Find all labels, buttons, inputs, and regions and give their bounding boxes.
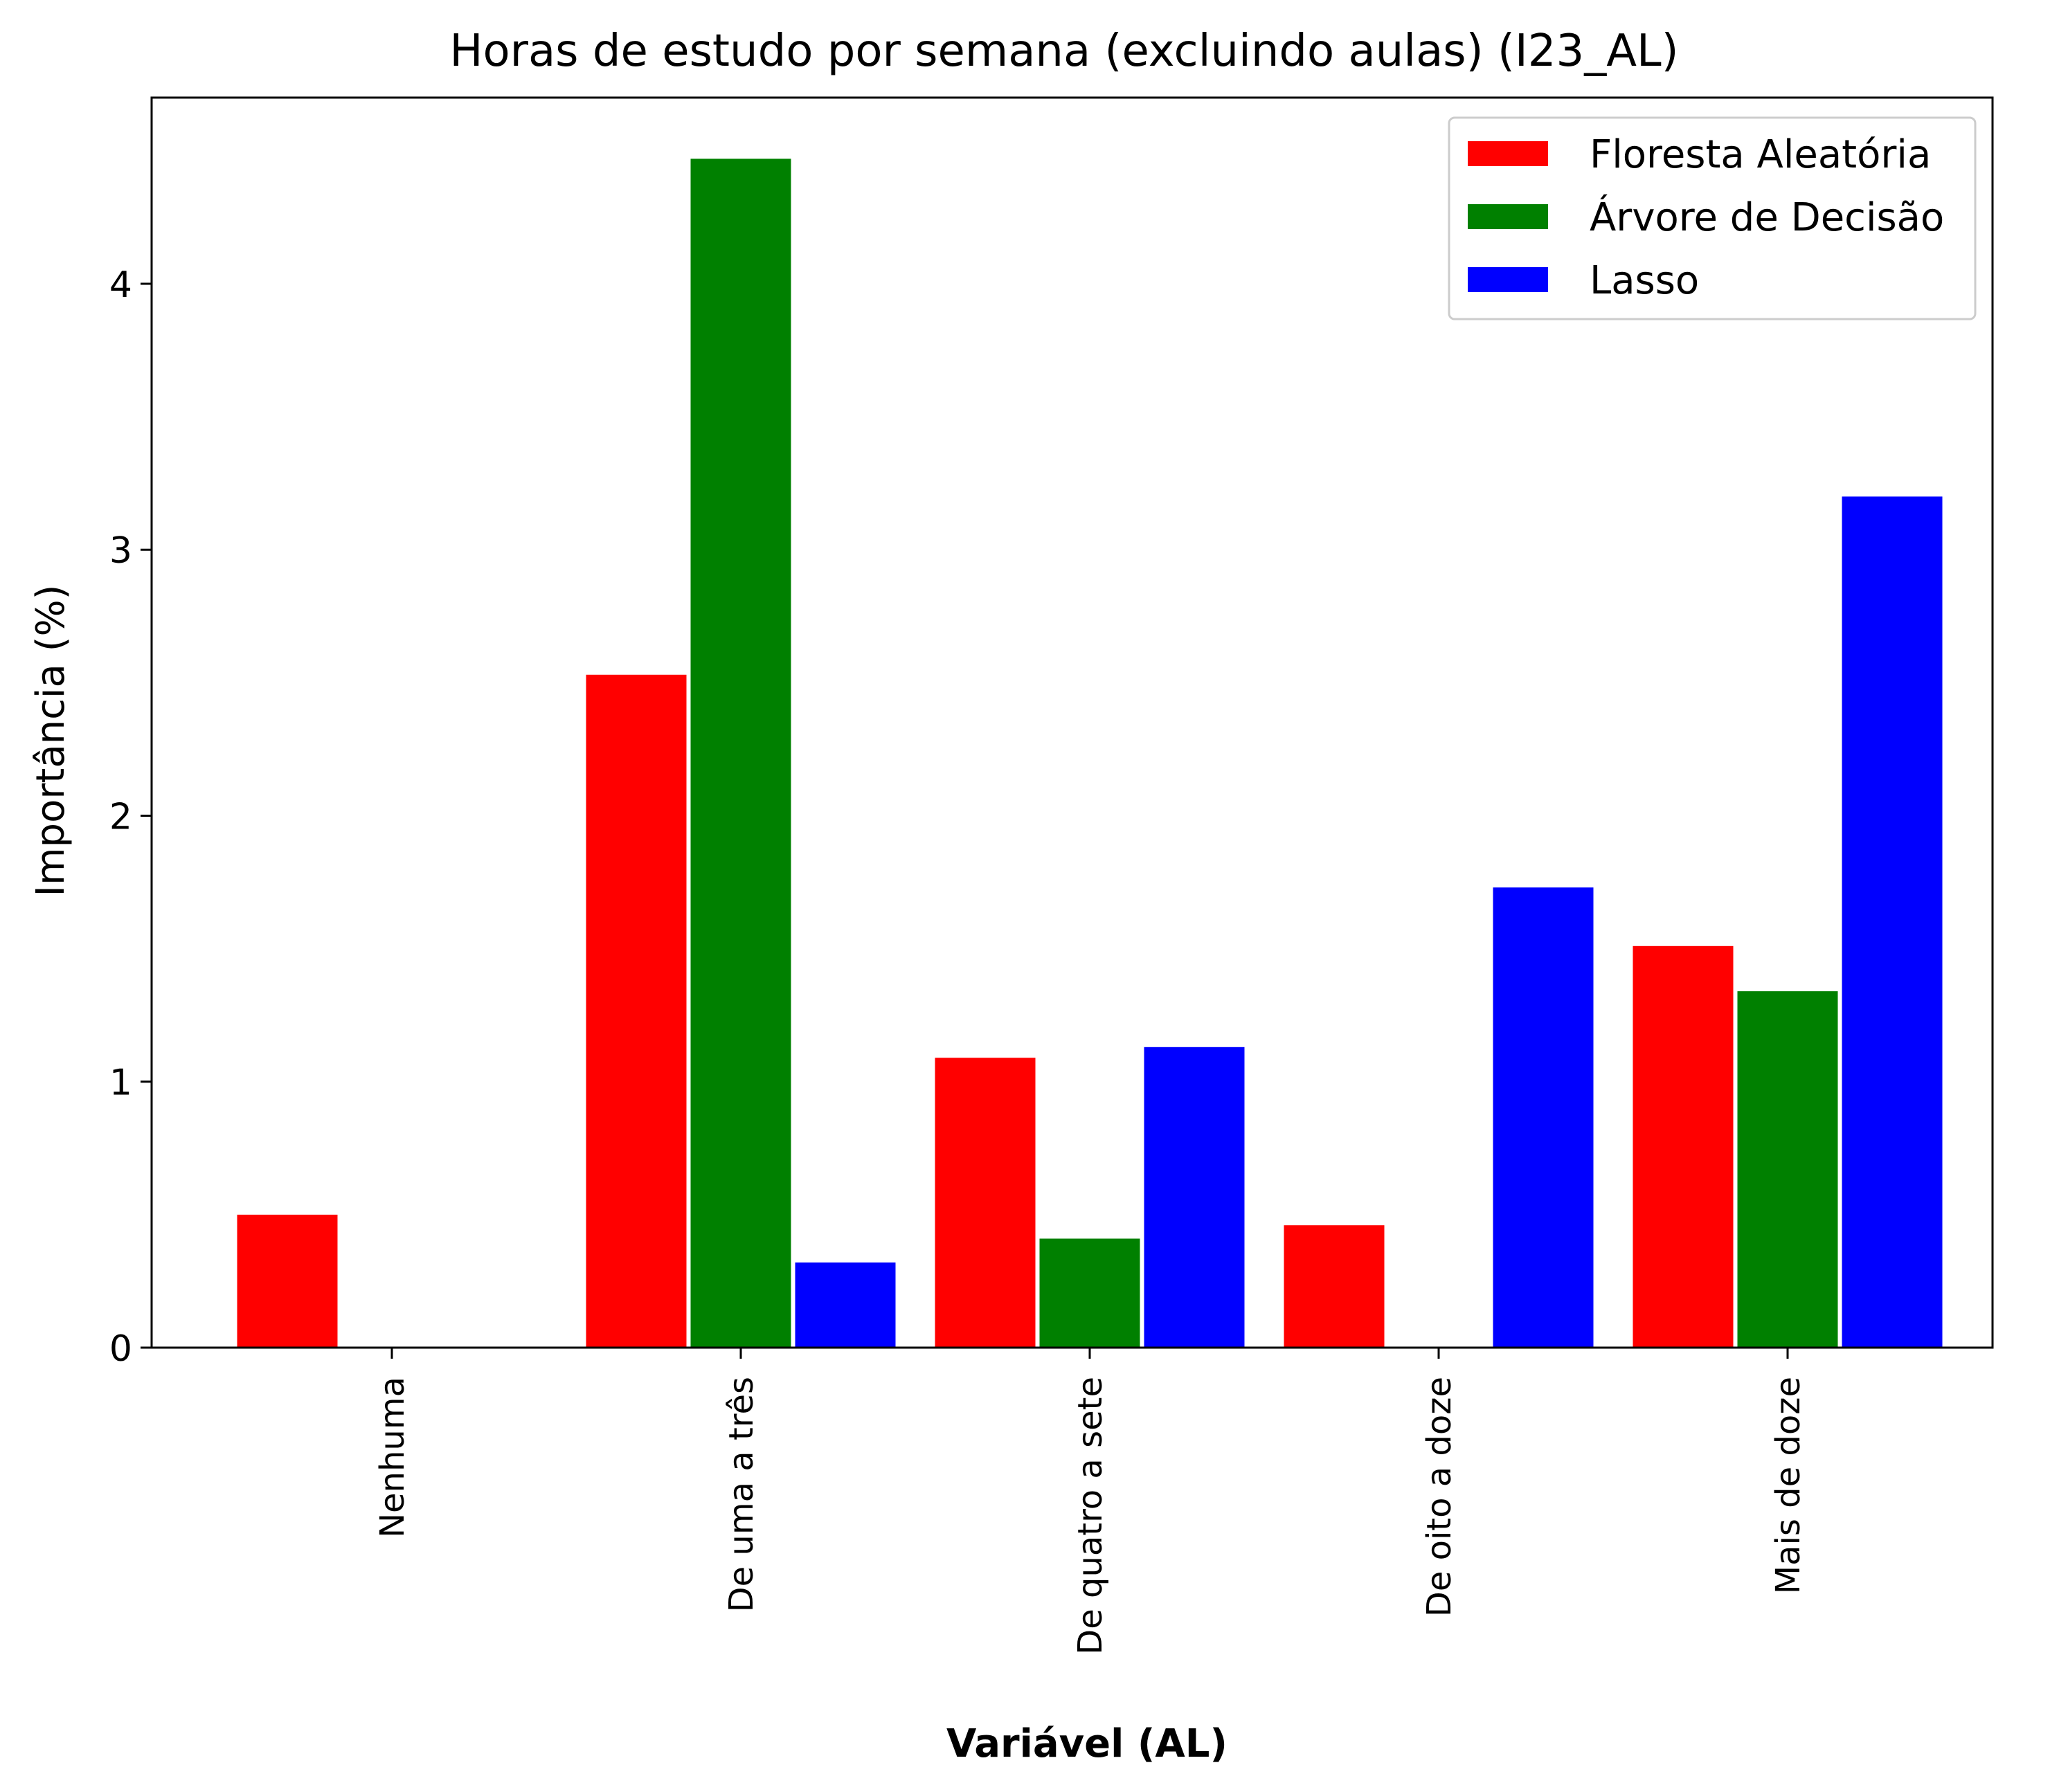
legend-swatch-0 xyxy=(1468,141,1548,166)
bar-s0-c3 xyxy=(1284,1225,1385,1348)
y-tick-label-3: 3 xyxy=(109,530,132,572)
y-tick-label-2: 2 xyxy=(109,796,132,838)
bar-s1-c1 xyxy=(690,159,791,1348)
x-axis: Nenhuma De uma a três De quatro a sete De o… xyxy=(373,1348,1808,1655)
legend-label-0: Floresta Aleatória xyxy=(1590,132,1931,177)
bar-s0-c4 xyxy=(1633,945,1734,1348)
bar-s2-c3 xyxy=(1493,887,1594,1348)
x-tick-label-0: Nenhuma xyxy=(373,1377,412,1538)
bar-s0-c2 xyxy=(935,1058,1036,1348)
legend-box xyxy=(1448,116,1977,320)
y-axis-label: Importância (%) xyxy=(28,584,73,896)
legend-swatch-2 xyxy=(1468,267,1548,292)
chart-title: Horas de estudo por semana (excluindo au… xyxy=(449,26,1678,77)
legend-swatch-1 xyxy=(1468,204,1548,229)
bar-s1-c2 xyxy=(1039,1238,1140,1348)
x-tick-label-3: De oito a doze xyxy=(1420,1377,1459,1617)
bar-s0-c0 xyxy=(237,1214,338,1348)
bar-s2-c4 xyxy=(1842,496,1943,1348)
y-tick-label-1: 1 xyxy=(109,1062,132,1104)
legend-label-1: Árvore de Decisão xyxy=(1590,195,1944,240)
y-tick-label-0: 0 xyxy=(109,1328,132,1370)
bar-s1-c4 xyxy=(1737,991,1838,1348)
legend-label-2: Lasso xyxy=(1590,258,1699,303)
y-axis: 0 1 2 3 4 xyxy=(109,264,152,1370)
plot-frame xyxy=(150,96,1994,1349)
legend: Floresta Aleatória Árvore de Decisão Lasso xyxy=(1448,116,1977,320)
x-tick-label-1: De uma a três xyxy=(722,1377,761,1612)
bar-s0-c1 xyxy=(586,674,687,1348)
bar-s2-c1 xyxy=(795,1262,896,1348)
x-axis-label: Variável (AL) xyxy=(946,1721,1228,1766)
y-tick-label-4: 4 xyxy=(109,264,132,306)
bars-group xyxy=(237,159,1943,1348)
x-tick-label-2: De quatro a sete xyxy=(1071,1377,1110,1655)
x-tick-label-4: Mais de doze xyxy=(1769,1377,1808,1594)
bar-s2-c2 xyxy=(1144,1047,1245,1348)
